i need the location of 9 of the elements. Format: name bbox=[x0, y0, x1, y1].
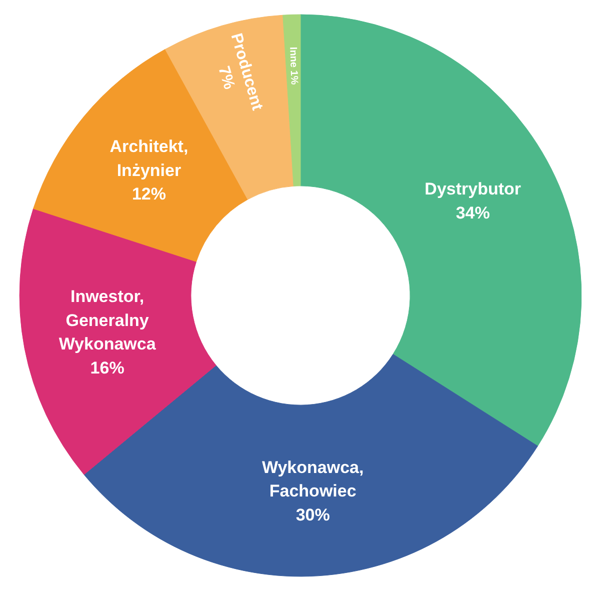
data-label: 12% bbox=[132, 184, 166, 204]
data-label: 34% bbox=[456, 203, 490, 222]
slice-label: Wykonawca, Fachowiec bbox=[262, 458, 364, 501]
slice-label: Dystrybutor bbox=[424, 180, 522, 199]
slice-label: Inne 1% bbox=[287, 46, 300, 86]
data-label: 16% bbox=[90, 358, 124, 378]
slice-label: Inwestor, Generalny Wykonawca bbox=[58, 287, 156, 354]
data-label: 30% bbox=[296, 506, 330, 524]
slice-label: Architekt, Inżynier bbox=[110, 137, 188, 180]
